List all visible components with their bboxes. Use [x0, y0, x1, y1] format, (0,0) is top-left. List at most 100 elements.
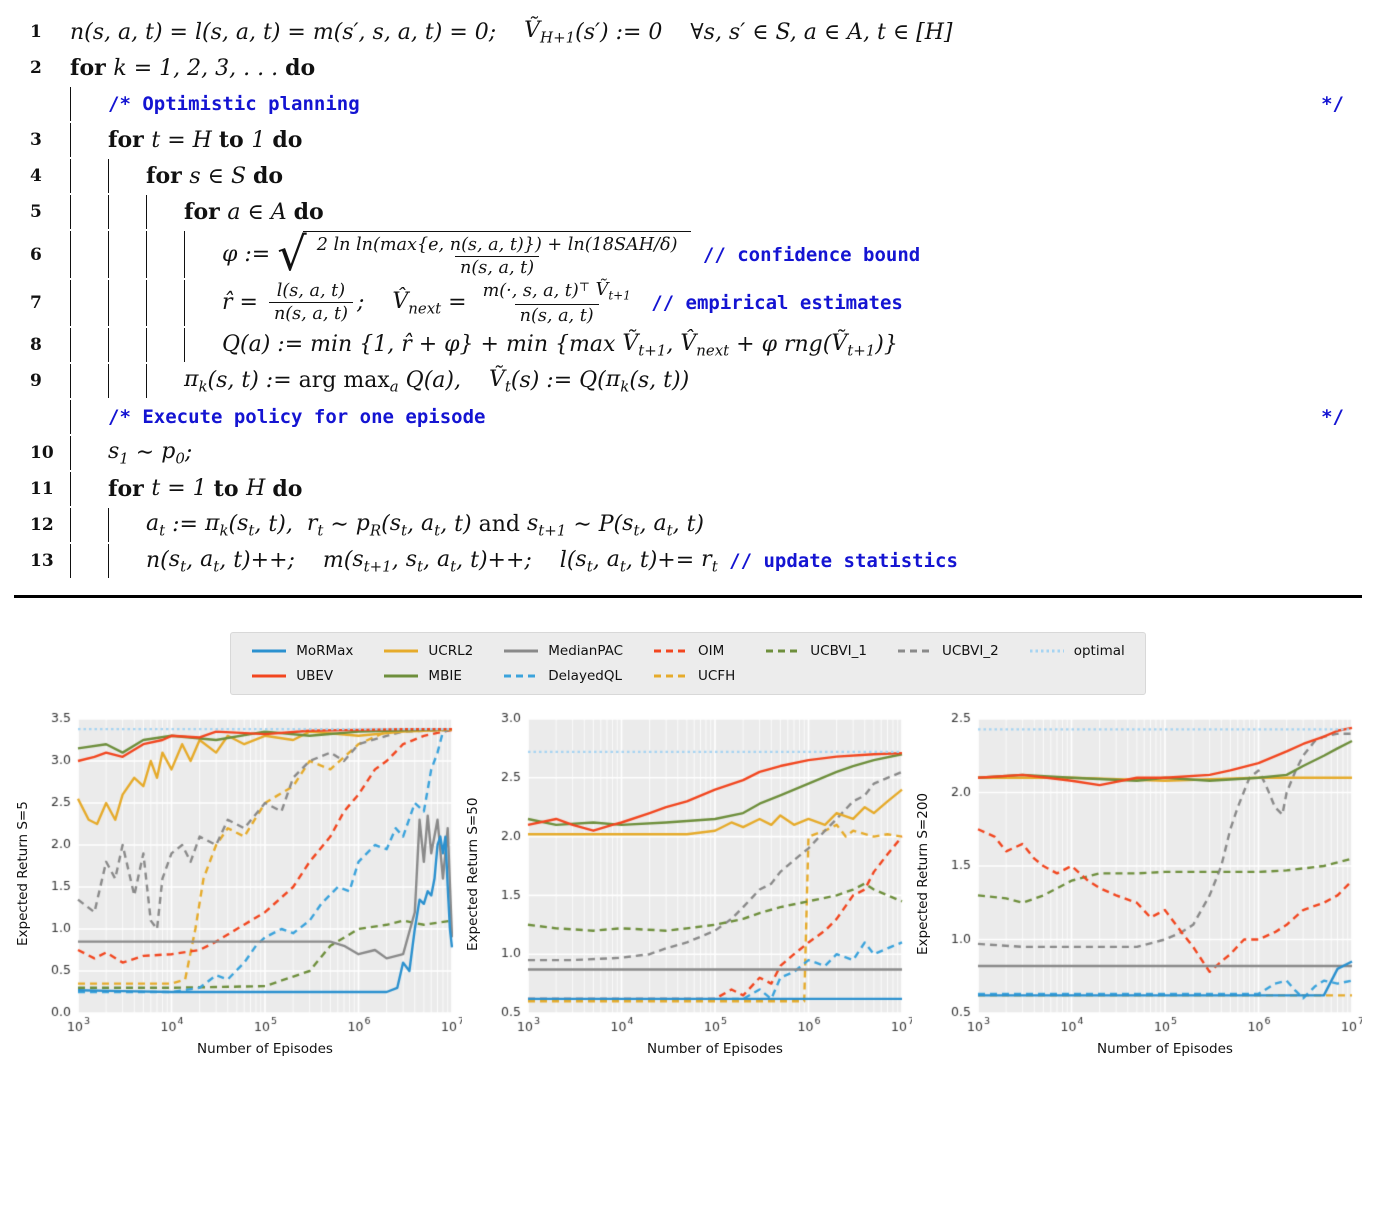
math-text: H: [246, 476, 273, 502]
legend-item-MBIE: MBIE: [383, 668, 473, 684]
algorithm-line: 13 n(st, at, t)++; m(st+1, st, at, t)++; …: [14, 543, 1362, 579]
block-scope-guide: [108, 280, 146, 326]
math-text: p0: [161, 438, 185, 468]
block-scope-guide: [108, 231, 146, 278]
math-text: (: [228, 512, 238, 538]
line-content: for s ∈ S do: [146, 159, 1362, 193]
math-text: st: [389, 510, 408, 540]
legend-line-sample: [252, 674, 287, 678]
radical-sign: √: [277, 226, 307, 281]
line-number: 9: [30, 370, 42, 391]
inline-comment: // empirical estimates: [639, 291, 903, 314]
legend-item-MedianPAC: MedianPAC: [503, 643, 623, 659]
math-text: Ṽt: [488, 366, 511, 396]
math-text: 2 ln ln(max{e, n(s, a, t)}) + ln(18SAH/δ…: [316, 235, 678, 255]
legend-label: MBIE: [428, 667, 462, 684]
math-text: πk: [184, 366, 208, 396]
math-text: at: [200, 546, 220, 576]
legend-item-UCBVI_1: UCBVI_1: [765, 643, 867, 659]
fraction-numerator: l(s, a, t): [272, 281, 350, 302]
block-scope-guide: [70, 123, 108, 157]
chart-s50: Expected Return S=50 Number of Episodes: [464, 708, 912, 1057]
block-scope-guide: [70, 195, 108, 229]
block-scope-guide: [108, 195, 146, 229]
math-text: st+1: [352, 546, 392, 576]
math-text: t = 1: [151, 476, 214, 502]
algorithm-line: 9 πk (s, t) := arg max a Q(a), Ṽt (s) := Q(π…: [14, 363, 1362, 399]
y-axis-label: Expected Return S=50: [465, 797, 481, 951]
math-text: st: [237, 510, 255, 540]
chart-s200: Expected Return S=200 Number of Episodes: [914, 708, 1362, 1057]
math-text: n(s, a, t): [273, 304, 348, 325]
math-text: Q(a),: [398, 368, 489, 394]
legend-line-sample: [504, 674, 539, 678]
algorithm-panel: 1 n(s, a, t) = l(s, a, t) = m(s′, s, a, t…: [14, 10, 1362, 598]
keyword: do: [293, 199, 324, 225]
fraction-denominator: n(s, a, t): [514, 303, 599, 326]
block-comment-end: */: [1321, 405, 1344, 428]
line-number: 4: [30, 166, 42, 186]
legend-line-sample: [654, 674, 689, 678]
legend-label: MedianPAC: [548, 642, 624, 659]
math-text: , t): [440, 512, 479, 538]
math-text: + φ rng(: [729, 332, 832, 358]
block-scope-guide: [70, 280, 108, 326]
chart-legend: MoRMax UBEV UCRL2 MBIE MedianPAC DelayedQL OIM…: [230, 631, 1146, 695]
math-text: ,: [639, 512, 654, 538]
keyword: for: [70, 55, 114, 81]
line-content: for k = 1, 2, 3, . . . do: [70, 51, 1362, 85]
legend-item-MoRMax: MoRMax: [251, 643, 353, 659]
block-scope-guide: [184, 280, 222, 326]
math-text: at: [421, 510, 441, 540]
square-root-body: 2 ln ln(max{e, n(s, a, t)}) + ln(18SAH/δ…: [302, 231, 692, 278]
fraction-numerator: m(·, s, a, t) ⊤ Ṽt+1: [478, 280, 636, 304]
math-text: )}: [875, 332, 898, 358]
math-text: V̂next: [392, 288, 442, 318]
chart-s5: Expected Return S=5 Number of Episodes: [14, 708, 462, 1057]
math-text: at: [437, 546, 457, 576]
algorithm-line: 3 for t = H to 1 do: [14, 122, 1362, 158]
math-text: (s, t) :=: [207, 368, 299, 394]
y-axis-label: Expected Return S=200: [915, 792, 931, 955]
algorithm-line: 1 n(s, a, t) = l(s, a, t) = m(s′, s, a, t…: [14, 14, 1362, 50]
keyword: do: [253, 163, 284, 189]
math-text: m(·, s, a, t): [482, 281, 579, 302]
line-number: 12: [30, 514, 54, 535]
inline-comment: // confidence bound: [691, 243, 921, 266]
x-axis-label: Number of Episodes: [1097, 1040, 1233, 1057]
keyword: do: [272, 475, 303, 502]
line-number: 1: [30, 22, 42, 42]
block-scope-guide: [146, 280, 184, 326]
math-text: φ :=: [222, 242, 278, 267]
math-text: and: [478, 512, 527, 538]
block-comment-end: */: [1321, 93, 1344, 115]
legend-line-sample: [384, 649, 419, 653]
algorithm-line: /* Optimistic planning */: [14, 86, 1362, 122]
math-text: ∼ P(: [566, 512, 623, 538]
math-text: Ṽt+1: [622, 330, 667, 360]
math-text: ⊤: [578, 280, 590, 294]
legend-label: OIM: [698, 642, 725, 659]
block-comment: /* Optimistic planning: [108, 93, 360, 115]
legend-item-UCFH: UCFH: [653, 668, 735, 684]
math-text: a ∈ A: [227, 199, 294, 225]
line-content: n(st, at, t)++; m(st+1, st, at, t)++; l(…: [146, 544, 1362, 578]
legend-item-UCBVI_2: UCBVI_2: [897, 643, 999, 659]
square-root: √ 2 ln ln(max{e, n(s, a, t)}) + ln(18SAH/…: [277, 226, 692, 281]
math-text: a: [389, 377, 399, 396]
legend-line-sample: [898, 649, 932, 653]
math-text: ;: [184, 440, 193, 466]
line-content: s1 ∼ p0;: [108, 436, 1362, 470]
math-text: ∼: [323, 512, 356, 538]
line-number: 13: [30, 550, 54, 571]
block-scope-guide: [146, 363, 184, 398]
math-text: (s, t)): [629, 368, 690, 394]
legend-label: UCFH: [698, 667, 736, 684]
block-scope-guide: [108, 327, 146, 362]
block-scope-guide: [70, 327, 108, 362]
legend-item-UBEV: UBEV: [251, 668, 353, 684]
legend-item-UCRL2: UCRL2: [383, 643, 473, 659]
block-scope-guide: [70, 363, 108, 398]
line-number: 8: [30, 334, 42, 355]
legend-label: DelayedQL: [548, 667, 622, 684]
